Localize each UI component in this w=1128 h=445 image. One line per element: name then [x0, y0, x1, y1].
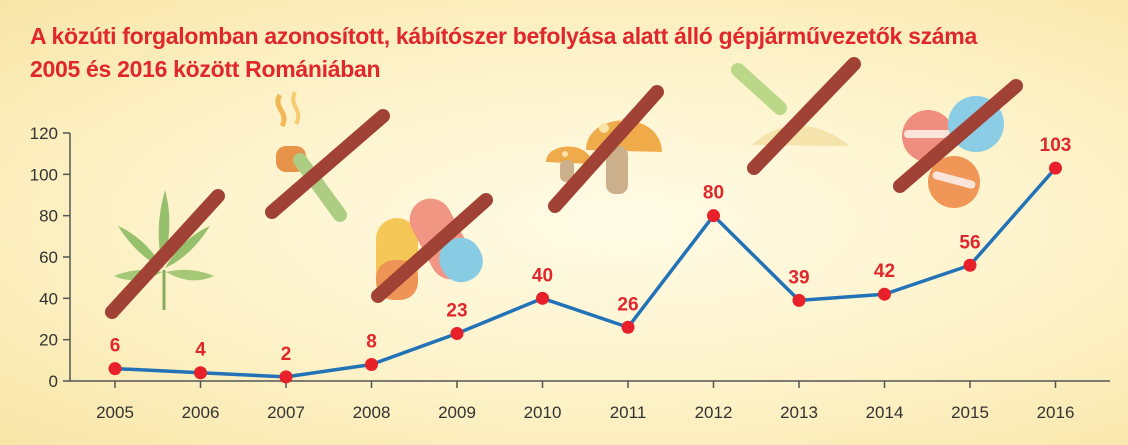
x-tick-label: 2012: [695, 403, 733, 422]
data-point: [365, 357, 378, 371]
data-point: [878, 287, 891, 301]
data-label: 42: [874, 261, 895, 282]
data-label: 103: [1040, 135, 1072, 156]
data-points: [108, 161, 1062, 384]
data-point: [707, 209, 720, 223]
data-point: [450, 326, 464, 340]
strike-marks: [105, 57, 1023, 319]
data-label: 8: [366, 331, 377, 352]
data-point: [621, 320, 635, 334]
x-tick-label: 2011: [610, 403, 647, 422]
data-point: [963, 258, 977, 272]
y-axis-ticks: 0 20 40 60 80 100 120: [30, 124, 70, 391]
y-tick-label: 80: [39, 207, 58, 226]
data-label: 26: [617, 294, 638, 315]
x-axis-ticks: 2005 2006 2007 2008 2009 2010 2011 2012 2013 2014…: [96, 381, 1074, 422]
data-label: 56: [959, 232, 980, 253]
x-tick-label: 2014: [866, 403, 904, 422]
title-line-1: A közúti forgalomban azonosított, kábító…: [30, 23, 977, 49]
x-tick-label: 2008: [353, 403, 391, 422]
x-tick-label: 2016: [1037, 403, 1075, 422]
x-tick-label: 2009: [438, 403, 476, 422]
x-tick-label: 2015: [951, 403, 989, 422]
x-tick-label: 2006: [182, 403, 220, 422]
data-point: [1049, 161, 1062, 175]
data-label: 39: [788, 267, 809, 288]
data-label: 40: [532, 265, 553, 286]
data-point: [536, 291, 549, 305]
y-tick-label: 60: [39, 248, 58, 267]
chart-title: A közúti forgalomban azonosított, kábító…: [30, 20, 977, 86]
y-tick-label: 120: [30, 124, 58, 143]
series-line: [114, 166, 1057, 379]
y-tick-label: 0: [49, 372, 58, 391]
series-line-path: [114, 166, 1057, 379]
data-point: [194, 366, 207, 380]
data-label: 2: [281, 344, 292, 365]
title-line-2: 2005 és 2016 között Romániában: [30, 56, 381, 82]
y-tick-label: 40: [39, 289, 58, 308]
x-tick-label: 2007: [267, 403, 305, 422]
x-tick-label: 2013: [780, 403, 818, 422]
smoking-joint-icon: [275, 91, 347, 222]
x-tick-label: 2010: [524, 403, 562, 422]
data-label: 4: [195, 340, 206, 361]
data-label: 23: [446, 300, 467, 321]
data-label: 6: [110, 336, 121, 357]
data-point: [108, 362, 122, 376]
y-tick-label: 100: [30, 165, 58, 184]
x-tick-label: 2005: [96, 403, 134, 422]
data-point: [792, 293, 806, 307]
data-label: 80: [703, 183, 724, 204]
data-point: [279, 370, 293, 384]
y-tick-label: 20: [39, 331, 58, 350]
